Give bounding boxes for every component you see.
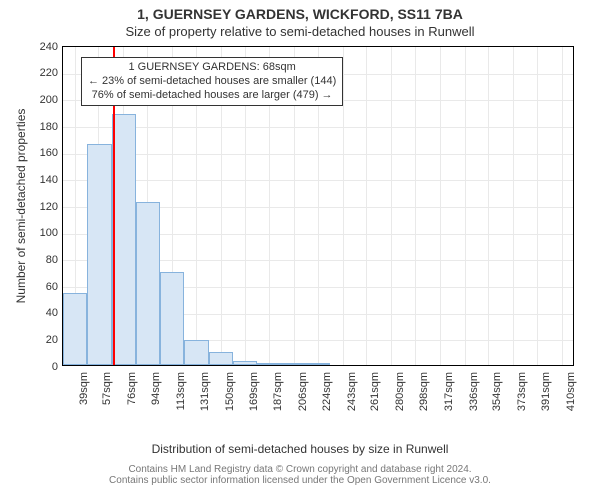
gridline-vertical	[465, 47, 466, 365]
gridline-vertical	[562, 47, 563, 365]
chart-container: 1, GUERNSEY GARDENS, WICKFORD, SS11 7BA …	[0, 0, 600, 500]
histogram-bar	[282, 363, 306, 365]
x-tick-label: 336sqm	[468, 372, 480, 432]
gridline-vertical	[415, 47, 416, 365]
x-tick-label: 94sqm	[150, 372, 162, 432]
x-tick-label: 206sqm	[297, 372, 309, 432]
y-tick-label: 80	[28, 254, 58, 266]
annotation-line: 1 GUERNSEY GARDENS: 68sqm	[88, 61, 336, 75]
y-axis-label: Number of semi-detached properties	[14, 46, 28, 366]
x-tick-label: 224sqm	[321, 372, 333, 432]
gridline-vertical	[488, 47, 489, 365]
y-tick-label: 180	[28, 121, 58, 133]
x-tick-label: 317sqm	[443, 372, 455, 432]
y-tick-label: 60	[28, 281, 58, 293]
x-tick-label: 169sqm	[248, 372, 260, 432]
chart-title: 1, GUERNSEY GARDENS, WICKFORD, SS11 7BA	[0, 6, 600, 22]
histogram-bar	[209, 352, 233, 365]
gridline-vertical	[391, 47, 392, 365]
x-tick-label: 391sqm	[540, 372, 552, 432]
x-tick-label: 261sqm	[369, 372, 381, 432]
y-tick-label: 220	[28, 67, 58, 79]
x-tick-label: 76sqm	[126, 372, 138, 432]
x-tick-label: 57sqm	[101, 372, 113, 432]
x-tick-label: 243sqm	[346, 372, 358, 432]
x-tick-label: 150sqm	[224, 372, 236, 432]
y-tick-label: 20	[28, 334, 58, 346]
y-tick-label: 40	[28, 307, 58, 319]
histogram-bar	[306, 363, 330, 365]
histogram-bar	[233, 361, 257, 365]
histogram-bar	[257, 363, 281, 365]
x-tick-label: 280sqm	[394, 372, 406, 432]
annotation-line: ← 23% of semi-detached houses are smalle…	[88, 75, 336, 89]
y-tick-label: 200	[28, 94, 58, 106]
histogram-bar	[136, 202, 160, 365]
annotation-line: 76% of semi-detached houses are larger (…	[88, 89, 336, 103]
footer-attribution: Contains HM Land Registry data © Crown c…	[0, 464, 600, 486]
histogram-bar	[63, 293, 87, 365]
histogram-bar	[184, 340, 208, 365]
x-tick-label: 187sqm	[272, 372, 284, 432]
histogram-bar	[87, 144, 111, 365]
x-axis-label: Distribution of semi-detached houses by …	[0, 442, 600, 456]
y-tick-label: 140	[28, 174, 58, 186]
histogram-bar	[160, 272, 184, 365]
x-tick-label: 410sqm	[565, 372, 577, 432]
gridline-vertical	[513, 47, 514, 365]
x-tick-label: 113sqm	[175, 372, 187, 432]
gridline-vertical	[366, 47, 367, 365]
footer-line-1: Contains HM Land Registry data © Crown c…	[0, 464, 600, 475]
y-tick-label: 120	[28, 201, 58, 213]
x-tick-label: 39sqm	[78, 372, 90, 432]
x-tick-label: 131sqm	[199, 372, 211, 432]
x-tick-label: 298sqm	[418, 372, 430, 432]
x-tick-label: 373sqm	[516, 372, 528, 432]
y-tick-label: 240	[28, 41, 58, 53]
gridline-vertical	[537, 47, 538, 365]
y-tick-label: 160	[28, 147, 58, 159]
histogram-bar	[112, 114, 136, 365]
gridline-vertical	[440, 47, 441, 365]
x-tick-label: 354sqm	[491, 372, 503, 432]
y-tick-label: 100	[28, 227, 58, 239]
plot-area: 1 GUERNSEY GARDENS: 68sqm← 23% of semi-d…	[62, 46, 574, 366]
footer-line-2: Contains public sector information licen…	[0, 475, 600, 486]
y-tick-label: 0	[28, 361, 58, 373]
annotation-box: 1 GUERNSEY GARDENS: 68sqm← 23% of semi-d…	[81, 57, 343, 106]
chart-subtitle: Size of property relative to semi-detach…	[0, 24, 600, 39]
